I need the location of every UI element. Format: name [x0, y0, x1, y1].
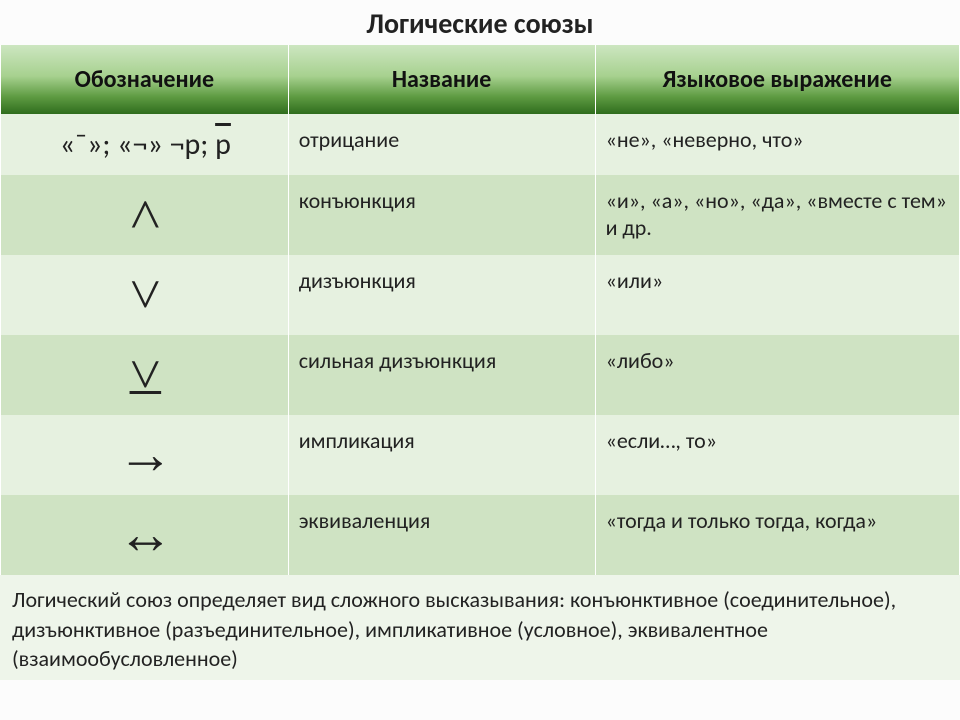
cell-symbol: ˅ [1, 335, 289, 415]
page-title: Логические союзы [0, 0, 960, 45]
table-row: ˅дизъюнкция«или» [1, 255, 960, 335]
cell-symbol: «¯»; «¬» ¬p; p [1, 114, 289, 175]
table-row: ˅сильная дизъюнкция«либо» [1, 335, 960, 415]
cell-language: «если…, то» [595, 415, 959, 495]
cell-symbol: ↔ [1, 495, 289, 575]
cell-name: импликация [288, 415, 595, 495]
col-header-language: Языковое выражение [595, 45, 959, 114]
cell-language: «тогда и только тогда, когда» [595, 495, 959, 575]
cell-symbol: ˅ [1, 255, 289, 335]
cell-name: отрицание [288, 114, 595, 175]
table-row: ↔эквиваленция«тогда и только тогда, когд… [1, 495, 960, 575]
cell-name: эквиваленция [288, 495, 595, 575]
cell-symbol: ˄ [1, 175, 289, 255]
cell-language: «не», «неверно, что» [595, 114, 959, 175]
cell-language: «или» [595, 255, 959, 335]
cell-name: сильная дизъюнкция [288, 335, 595, 415]
col-header-name: Название [288, 45, 595, 114]
table-row: ˄конъюнкция«и», «а», «но», «да», «вместе… [1, 175, 960, 255]
logic-table: Обозначение Название Языковое выражение … [0, 45, 960, 575]
cell-language: «и», «а», «но», «да», «вместе с тем» и д… [595, 175, 959, 255]
table-body: «¯»; «¬» ¬p; pотрицание«не», «неверно, ч… [1, 114, 960, 575]
table-row: «¯»; «¬» ¬p; pотрицание«не», «неверно, ч… [1, 114, 960, 175]
cell-symbol: → [1, 415, 289, 495]
table-row: →импликация«если…, то» [1, 415, 960, 495]
col-header-notation: Обозначение [1, 45, 289, 114]
cell-language: «либо» [595, 335, 959, 415]
table-header-row: Обозначение Название Языковое выражение [1, 45, 960, 114]
footer-note: Логический союз определяет вид сложного … [0, 575, 960, 680]
cell-name: дизъюнкция [288, 255, 595, 335]
cell-name: конъюнкция [288, 175, 595, 255]
